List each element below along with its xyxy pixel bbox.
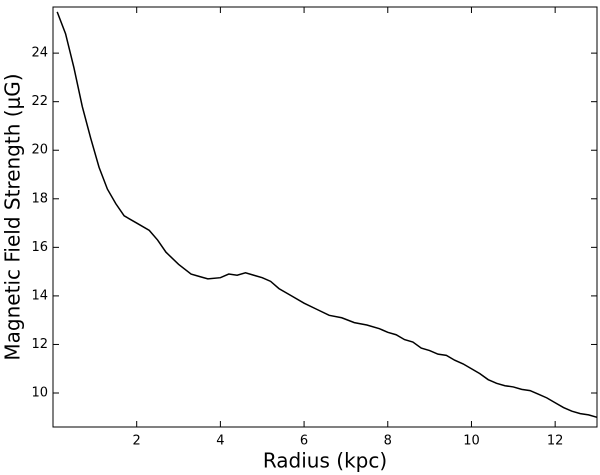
x-tick-label: 6 [300,434,308,449]
y-tick-label: 18 [31,191,48,206]
y-tick-label: 16 [31,240,48,255]
x-tick-label: 2 [133,434,141,449]
x-axis-label: Radius (kpc) [263,449,387,473]
x-tick-label: 4 [216,434,224,449]
y-tick-label: 10 [31,386,48,401]
y-tick-label: 14 [31,288,48,303]
line [56,11,598,419]
y-tick-label: 22 [31,94,48,109]
x-tick-label: 12 [547,434,564,449]
x-tick-label: 8 [384,434,392,449]
plot-frame [52,6,598,428]
y-axis-label: Magnetic Field Strength (μG) [1,73,25,360]
y-tick-label: 20 [31,143,48,158]
y-tick-label: 12 [31,337,48,352]
y-tick-label: 24 [31,46,48,61]
x-tick-label: 10 [463,434,480,449]
